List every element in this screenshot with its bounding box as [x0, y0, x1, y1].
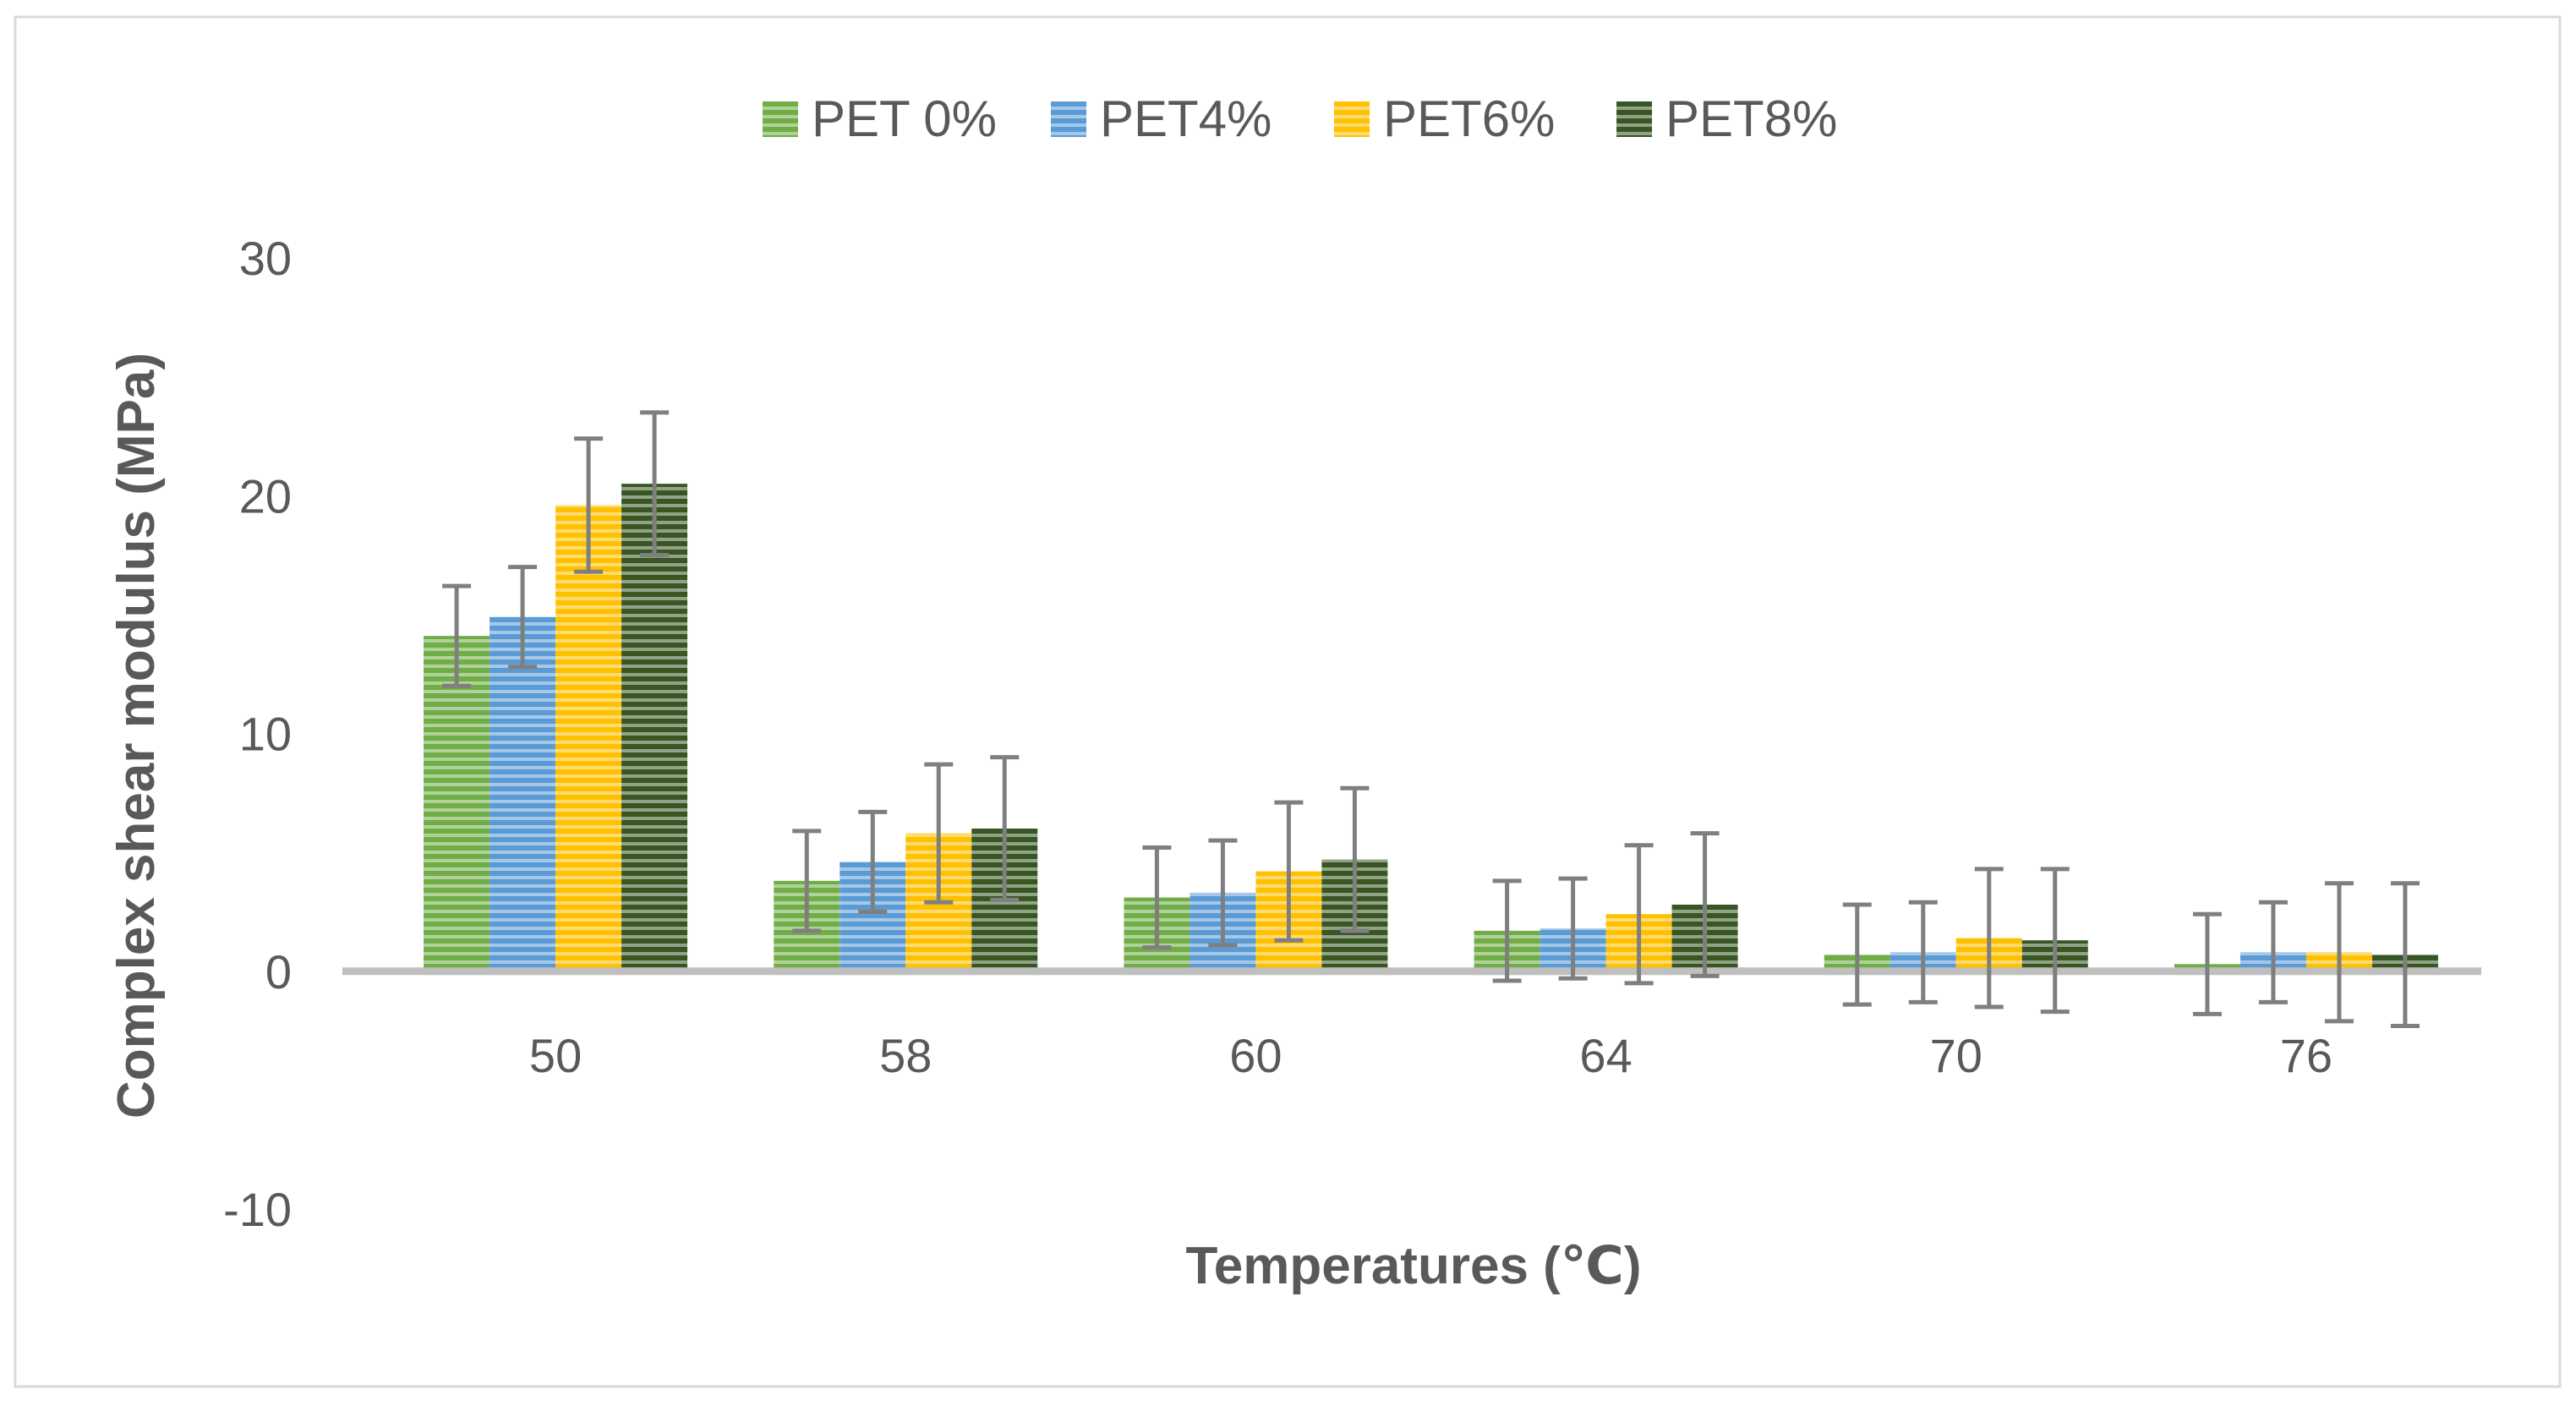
x-axis-ticks: 50 58 60 64 70 76 — [529, 1029, 2333, 1082]
legend-label: PET 0% — [812, 90, 997, 147]
error-bar — [1492, 878, 1522, 983]
y-tick-label: 10 — [239, 708, 292, 761]
error-bar — [1908, 900, 1938, 1004]
bar-pet8--50 — [621, 484, 688, 971]
error-bars — [442, 410, 2420, 1028]
error-bar — [858, 809, 888, 914]
error-bar — [924, 762, 954, 905]
legend-item: PET6% — [1334, 90, 1555, 147]
chart-border — [14, 15, 2562, 1388]
error-bar — [2040, 867, 2070, 1015]
x-tick-label: 70 — [1930, 1029, 1983, 1082]
y-tick-label: -10 — [223, 1183, 292, 1236]
error-bar — [2192, 911, 2222, 1016]
bars — [424, 484, 2438, 971]
error-bar — [508, 565, 538, 670]
error-bar — [2390, 881, 2420, 1028]
x-tick-label: 76 — [2280, 1029, 2333, 1082]
x-axis-title: Temperatures (℃) — [1185, 1237, 1641, 1295]
legend-item: PET 0% — [763, 90, 997, 147]
legend-swatch — [1051, 101, 1086, 137]
error-bar — [1974, 867, 2004, 1009]
error-bar — [1690, 831, 1720, 978]
error-bar — [1842, 902, 1872, 1007]
x-tick-label: 60 — [1229, 1029, 1282, 1082]
error-bar — [1624, 843, 1654, 986]
bar-pet-0--50 — [424, 636, 490, 971]
error-bar — [1340, 785, 1370, 933]
error-bar — [442, 583, 472, 688]
legend-swatch — [763, 101, 798, 137]
y-tick-label: 30 — [239, 232, 292, 285]
legend-label: PET4% — [1100, 90, 1272, 147]
y-axis-ticks: -10 0 10 20 30 — [223, 232, 292, 1236]
y-tick-label: 20 — [239, 469, 292, 522]
legend-swatch — [1334, 101, 1370, 137]
legend: PET 0% PET4% PET6% PET8% — [763, 90, 1837, 147]
error-bar — [1142, 845, 1172, 950]
error-bar — [640, 410, 670, 558]
legend-item: PET8% — [1616, 90, 1837, 147]
bar-pet4--50 — [489, 616, 556, 971]
y-tick-label: 0 — [265, 945, 292, 998]
legend-label: PET8% — [1665, 90, 1837, 147]
x-tick-label: 58 — [879, 1029, 932, 1082]
error-bar — [2258, 900, 2288, 1004]
error-bar — [2324, 881, 2354, 1024]
error-bar — [990, 755, 1020, 902]
error-bar — [1208, 838, 1238, 948]
legend-swatch — [1616, 101, 1652, 137]
error-bar — [1274, 800, 1304, 943]
error-bar — [574, 436, 604, 574]
legend-item: PET4% — [1051, 90, 1272, 147]
x-tick-label: 50 — [529, 1029, 582, 1082]
error-bar — [1558, 876, 1588, 981]
x-tick-label: 64 — [1579, 1029, 1632, 1082]
y-axis-title: Complex shear modulus (MPa) — [107, 353, 166, 1119]
error-bar — [792, 829, 822, 933]
legend-label: PET6% — [1383, 90, 1555, 147]
bar-pet6--50 — [555, 505, 622, 971]
